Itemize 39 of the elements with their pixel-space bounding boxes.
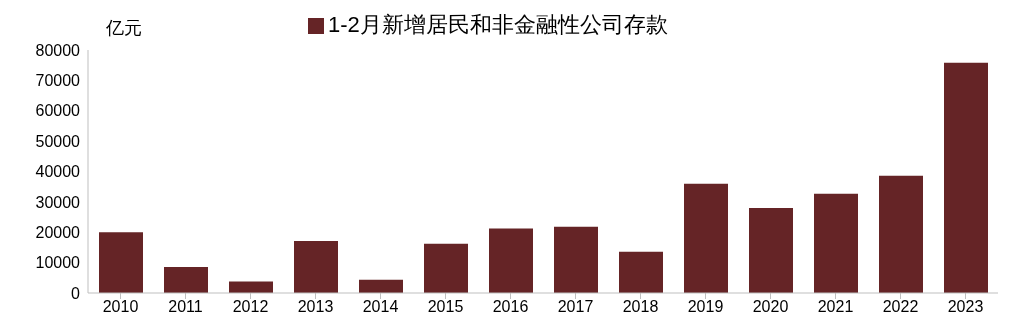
x-tick-label: 2014 [362, 298, 399, 316]
y-tick-label: 80000 [35, 41, 81, 59]
bar [879, 175, 923, 293]
x-tick-label: 2012 [232, 298, 269, 316]
x-tick-label: 2016 [492, 298, 529, 316]
legend-label: 1-2月新增居民和非金融性公司存款 [328, 12, 668, 37]
bar [814, 193, 858, 293]
bar [554, 226, 598, 293]
bar [164, 266, 208, 293]
x-tick-label: 2010 [102, 298, 139, 316]
y-tick-label: 30000 [35, 193, 81, 211]
x-tick-label: 2011 [168, 298, 203, 316]
x-tick-label: 2013 [297, 298, 334, 316]
bar [749, 207, 793, 293]
x-tick-label: 2018 [622, 298, 659, 316]
y-tick-label: 50000 [35, 132, 81, 150]
y-tick-label: 0 [71, 284, 81, 302]
x-tick-label: 2017 [557, 298, 594, 316]
bar [944, 62, 988, 293]
x-tick-label: 2015 [427, 298, 464, 316]
x-tick-label: 2021 [817, 298, 854, 316]
bar [359, 279, 403, 293]
bar [489, 228, 533, 293]
y-tick-label: 10000 [35, 254, 81, 272]
y-tick-label: 20000 [35, 223, 81, 241]
bar [424, 243, 468, 293]
y-axis-title: 亿元 [106, 17, 142, 40]
bar [229, 281, 273, 293]
bar [619, 251, 663, 293]
x-tick-label: 2020 [752, 298, 789, 316]
bar [294, 241, 338, 293]
bar [99, 232, 143, 293]
x-tick-label: 2019 [687, 298, 724, 316]
bar [684, 183, 728, 293]
y-tick-label: 60000 [35, 102, 81, 120]
x-tick-label: 2023 [947, 298, 984, 316]
y-tick-label: 40000 [35, 163, 81, 181]
x-tick-label: 2022 [882, 298, 919, 316]
y-tick-label: 70000 [35, 72, 81, 90]
